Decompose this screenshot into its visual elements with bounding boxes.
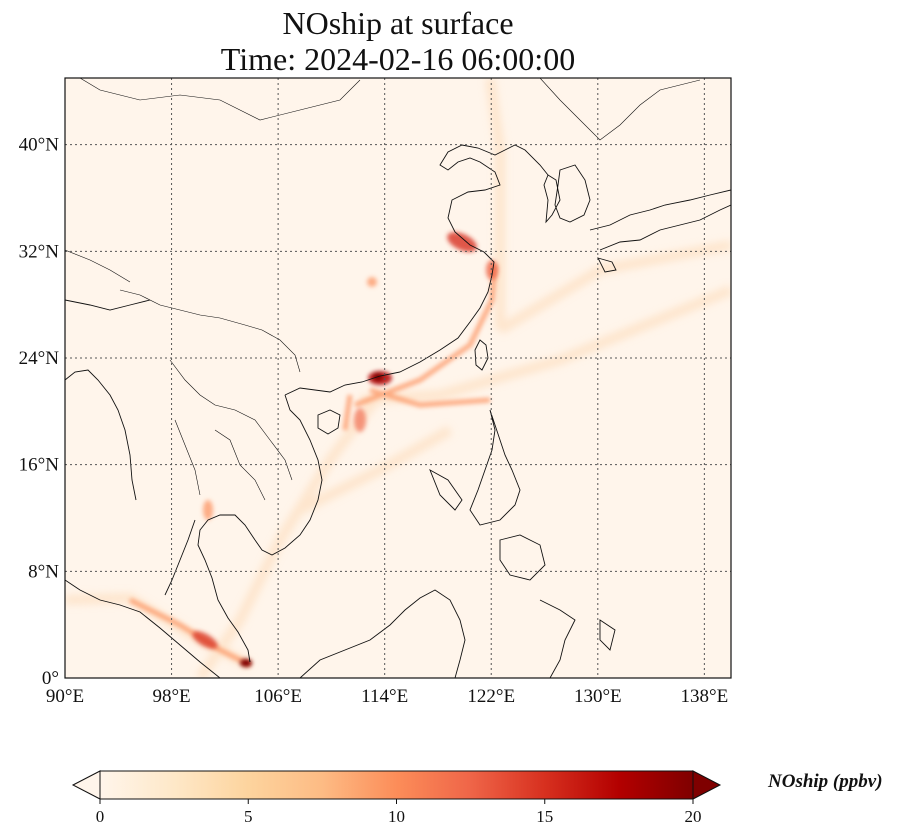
hotspot-inland xyxy=(367,277,377,287)
hotspot-hainan xyxy=(354,408,366,432)
y-tick-label: 16°N xyxy=(19,455,60,476)
y-tick-label: 0° xyxy=(42,668,59,689)
colorbar-tick-label: 5 xyxy=(244,807,253,826)
colorbar-tick-label: 20 xyxy=(685,807,702,826)
lane-coastal xyxy=(354,264,498,408)
chart-subtitle: Time: 2024-02-16 06:00:00 xyxy=(220,41,576,77)
y-tick-label: 24°N xyxy=(19,348,60,369)
emission-field xyxy=(65,78,731,678)
y-tick-label: 32°N xyxy=(19,241,60,262)
lane-north-east xyxy=(497,240,731,335)
map-frame xyxy=(64,77,732,679)
y-tick-label: 40°N xyxy=(19,135,60,156)
hotspot-yangtze xyxy=(447,232,477,252)
x-tick-label: 122°E xyxy=(467,686,515,707)
lane-gulf xyxy=(297,425,453,515)
hotspot-singapore xyxy=(240,659,252,667)
lane-taiwan-strait xyxy=(369,387,491,408)
colorbar-label: NOship (ppbv) xyxy=(768,771,883,792)
x-tick-label: 98°E xyxy=(152,686,190,707)
x-tick-label: 138°E xyxy=(681,686,729,707)
colorbar-tick-label: 10 xyxy=(388,807,405,826)
colorbar: 0 5 10 15 20 xyxy=(71,770,722,826)
x-tick-label: 106°E xyxy=(254,686,302,707)
gridlines xyxy=(65,78,731,678)
lane-south-china-sea xyxy=(195,397,379,678)
colorbar-ticks: 0 5 10 15 20 xyxy=(96,799,702,826)
hotspot-malacca xyxy=(192,631,218,649)
lane-hainan xyxy=(342,394,353,431)
field-background xyxy=(65,78,731,678)
y-tick-label: 8°N xyxy=(28,561,59,582)
colorbar-extend-min xyxy=(71,770,101,800)
lane-yellow-sea xyxy=(485,78,505,330)
colorbar-bar xyxy=(99,770,694,800)
y-axis-ticks: 0° 8°N 16°N 24°N 32°N 40°N xyxy=(19,135,60,689)
x-tick-label: 114°E xyxy=(361,686,408,707)
colorbar-extend-max xyxy=(692,770,722,800)
hotspot-bangkok xyxy=(203,500,213,520)
chart-title: NOship at surface xyxy=(282,5,514,41)
x-axis-ticks: 90°E 98°E 106°E 114°E 122°E 130°E 138°E xyxy=(46,686,728,707)
colorbar-tick-label: 15 xyxy=(536,807,553,826)
hotspot-shanghai xyxy=(486,260,498,280)
colorbar-tick-label: 0 xyxy=(96,807,105,826)
x-tick-label: 90°E xyxy=(46,686,84,707)
x-tick-label: 130°E xyxy=(574,686,622,707)
